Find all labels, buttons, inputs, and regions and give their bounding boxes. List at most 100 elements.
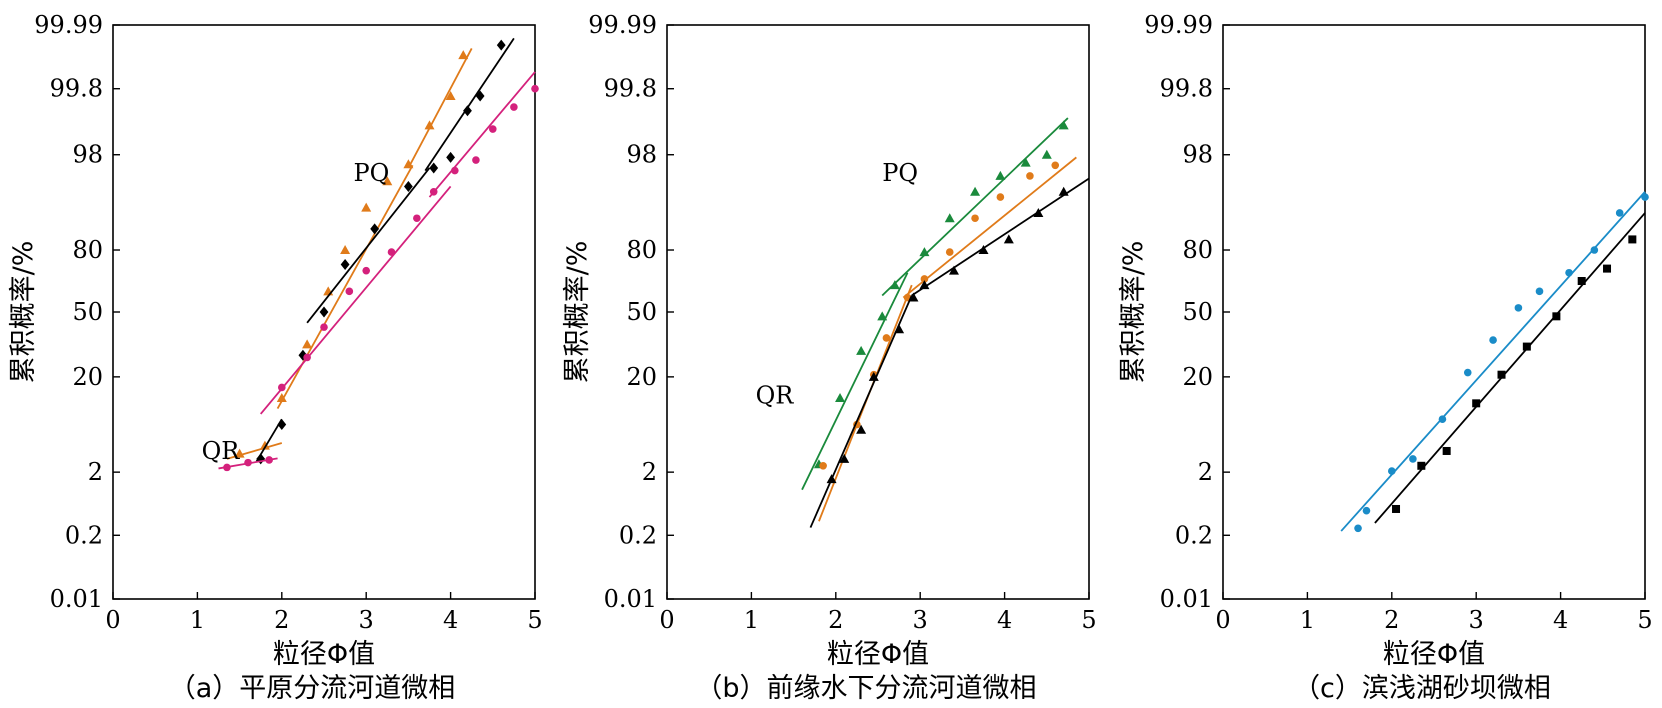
data-point — [894, 324, 905, 334]
y-tick-label: 0.01 — [50, 585, 103, 613]
data-point — [1442, 446, 1451, 455]
data-point — [1603, 264, 1612, 273]
data-point — [1489, 336, 1497, 344]
annotation-label: QR — [756, 381, 795, 409]
chart-panel-a: 0 1 2 3 4 5 0.01 0.2 2 20 50 80 98 99.8 99.99 PQ QR 粒径Φ… — [8, 11, 543, 704]
data-point — [1033, 207, 1044, 217]
x-tick-label: 0 — [105, 606, 120, 634]
series-1 — [255, 37, 515, 465]
data-point — [429, 162, 439, 174]
y-tick-label: 99.99 — [588, 11, 657, 39]
data-point — [278, 383, 286, 392]
y-tick-label: 50 — [626, 298, 657, 326]
data-point — [259, 440, 270, 450]
data-point — [277, 419, 287, 431]
y-tick-label: 98 — [1182, 141, 1213, 169]
subplot-caption: （a）平原分流河道微相 — [169, 673, 456, 704]
y-tick-label: 0.2 — [65, 521, 103, 549]
y-tick-label: 2 — [1198, 458, 1213, 486]
x-tick-label: 3 — [913, 606, 928, 634]
chart-panel-b: 0 1 2 3 4 5 0.01 0.2 2 20 50 80 98 99.8 99.99 PQ QR 粒径Φ… — [562, 11, 1097, 704]
data-point — [1058, 120, 1069, 130]
y-tick-label: 80 — [72, 236, 103, 264]
series-group — [801, 117, 1090, 528]
data-point — [496, 39, 506, 51]
data-point — [510, 103, 518, 111]
data-point — [1388, 467, 1396, 475]
axis-ticks: 0 1 2 3 4 5 0.01 0.2 2 20 50 80 98 99.8 99.99 — [1144, 11, 1652, 634]
data-point — [345, 287, 354, 296]
data-point — [919, 280, 930, 290]
series-2 — [218, 71, 539, 472]
data-point — [948, 265, 959, 275]
y-tick-label: 20 — [72, 363, 103, 391]
chart-panel-c: 0 1 2 3 4 5 0.01 0.2 2 20 50 80 98 99.8 99.99 粒径Φ值 累积概… — [1118, 11, 1653, 704]
data-point — [1003, 234, 1014, 244]
data-point — [882, 334, 891, 342]
data-point — [302, 339, 313, 349]
data-point — [1472, 399, 1481, 408]
data-point — [244, 458, 252, 467]
data-point — [1041, 149, 1052, 159]
data-point — [819, 461, 827, 470]
y-tick-label: 20 — [1182, 363, 1213, 391]
data-point — [889, 280, 900, 290]
data-point — [970, 186, 981, 196]
data-point — [489, 125, 497, 133]
data-point — [1020, 157, 1031, 167]
y-tick-label: 80 — [626, 236, 657, 264]
x-tick-label: 0 — [659, 606, 674, 634]
data-point — [868, 371, 879, 381]
series-group — [218, 37, 539, 472]
y-tick-label: 2 — [88, 458, 103, 486]
fit-line — [911, 177, 1090, 297]
data-point — [996, 193, 1005, 201]
data-point — [256, 453, 266, 465]
x-tick-label: 5 — [1081, 606, 1096, 634]
x-tick-label: 0 — [1215, 606, 1230, 634]
data-point — [276, 393, 287, 403]
subplot-caption: （c）滨浅湖砂坝微相 — [1293, 673, 1551, 704]
data-point — [1552, 312, 1561, 321]
data-point — [856, 424, 867, 434]
series-0 — [1340, 191, 1649, 533]
data-point — [971, 214, 979, 223]
data-point — [1051, 161, 1060, 170]
x-tick-label: 2 — [828, 606, 843, 634]
data-point — [445, 91, 456, 101]
data-point — [320, 323, 328, 331]
series-0 — [801, 117, 1069, 491]
fit-line — [260, 185, 452, 415]
fit-line — [276, 164, 414, 410]
data-point — [1590, 246, 1599, 254]
data-point — [361, 202, 372, 212]
data-point — [362, 266, 371, 275]
data-point — [908, 292, 919, 302]
data-point — [319, 306, 329, 318]
y-tick-label: 80 — [1182, 236, 1213, 264]
x-axis-title: 粒径Φ值 — [1383, 639, 1485, 670]
fit-line — [306, 167, 431, 324]
data-point — [403, 159, 414, 169]
y-tick-label: 98 — [72, 141, 103, 169]
x-axis-title: 粒径Φ值 — [827, 639, 929, 670]
annotation-group: PQ QR — [756, 159, 918, 409]
data-point — [223, 463, 231, 472]
data-point — [1615, 209, 1624, 217]
annotation-label: QR — [202, 437, 241, 465]
data-point — [404, 180, 413, 192]
data-point — [340, 258, 350, 270]
fit-line — [801, 272, 909, 491]
data-point — [387, 248, 396, 256]
plot-frame — [1222, 24, 1646, 600]
data-point — [1522, 342, 1531, 351]
series-2 — [809, 177, 1090, 528]
data-point — [413, 214, 421, 223]
y-tick-label: 0.2 — [1175, 521, 1213, 549]
fit-line — [1340, 191, 1646, 532]
y-tick-label: 99.99 — [1144, 11, 1213, 39]
y-tick-label: 0.01 — [604, 585, 657, 613]
y-tick-label: 0.01 — [1160, 585, 1213, 613]
y-axis-title: 累积概率/% — [1118, 241, 1149, 384]
